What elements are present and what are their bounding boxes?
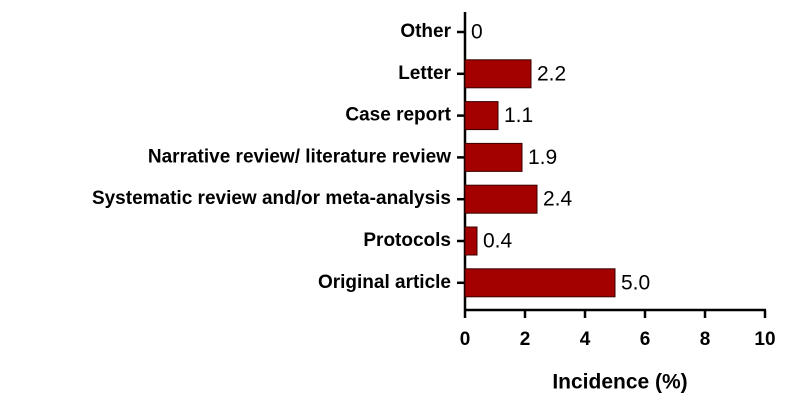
y-tick-label: Letter (398, 63, 451, 84)
bar (464, 142, 523, 172)
bar (464, 101, 499, 131)
value-label: 1.1 (504, 104, 533, 127)
x-tick-label: 6 (640, 329, 651, 350)
y-tick-label: Case report (345, 105, 451, 126)
x-tick-label: 10 (754, 329, 775, 350)
y-tick-label: Protocols (363, 230, 451, 251)
x-tick-label: 4 (580, 329, 591, 350)
y-tick-label: Narrative review/ literature review (148, 146, 451, 167)
value-label: 0 (471, 21, 483, 44)
value-label: 5.0 (621, 271, 650, 294)
value-label: 0.4 (483, 230, 513, 253)
x-tick-label: 8 (700, 329, 711, 350)
bar (464, 268, 616, 298)
value-label: 1.9 (528, 146, 557, 169)
value-label: 2.4 (543, 188, 573, 211)
value-label: 2.2 (537, 62, 566, 85)
x-tick-label: 2 (520, 329, 531, 350)
y-tick-label: Original article (318, 272, 451, 293)
x-axis-title: Incidence (%) (552, 371, 687, 394)
bar (464, 184, 538, 214)
y-tick-label: Systematic review and/or meta-analysis (92, 188, 451, 209)
bar (464, 59, 532, 89)
x-tick-label: 0 (460, 329, 471, 350)
y-tick-label: Other (400, 21, 451, 42)
bar (464, 226, 478, 256)
